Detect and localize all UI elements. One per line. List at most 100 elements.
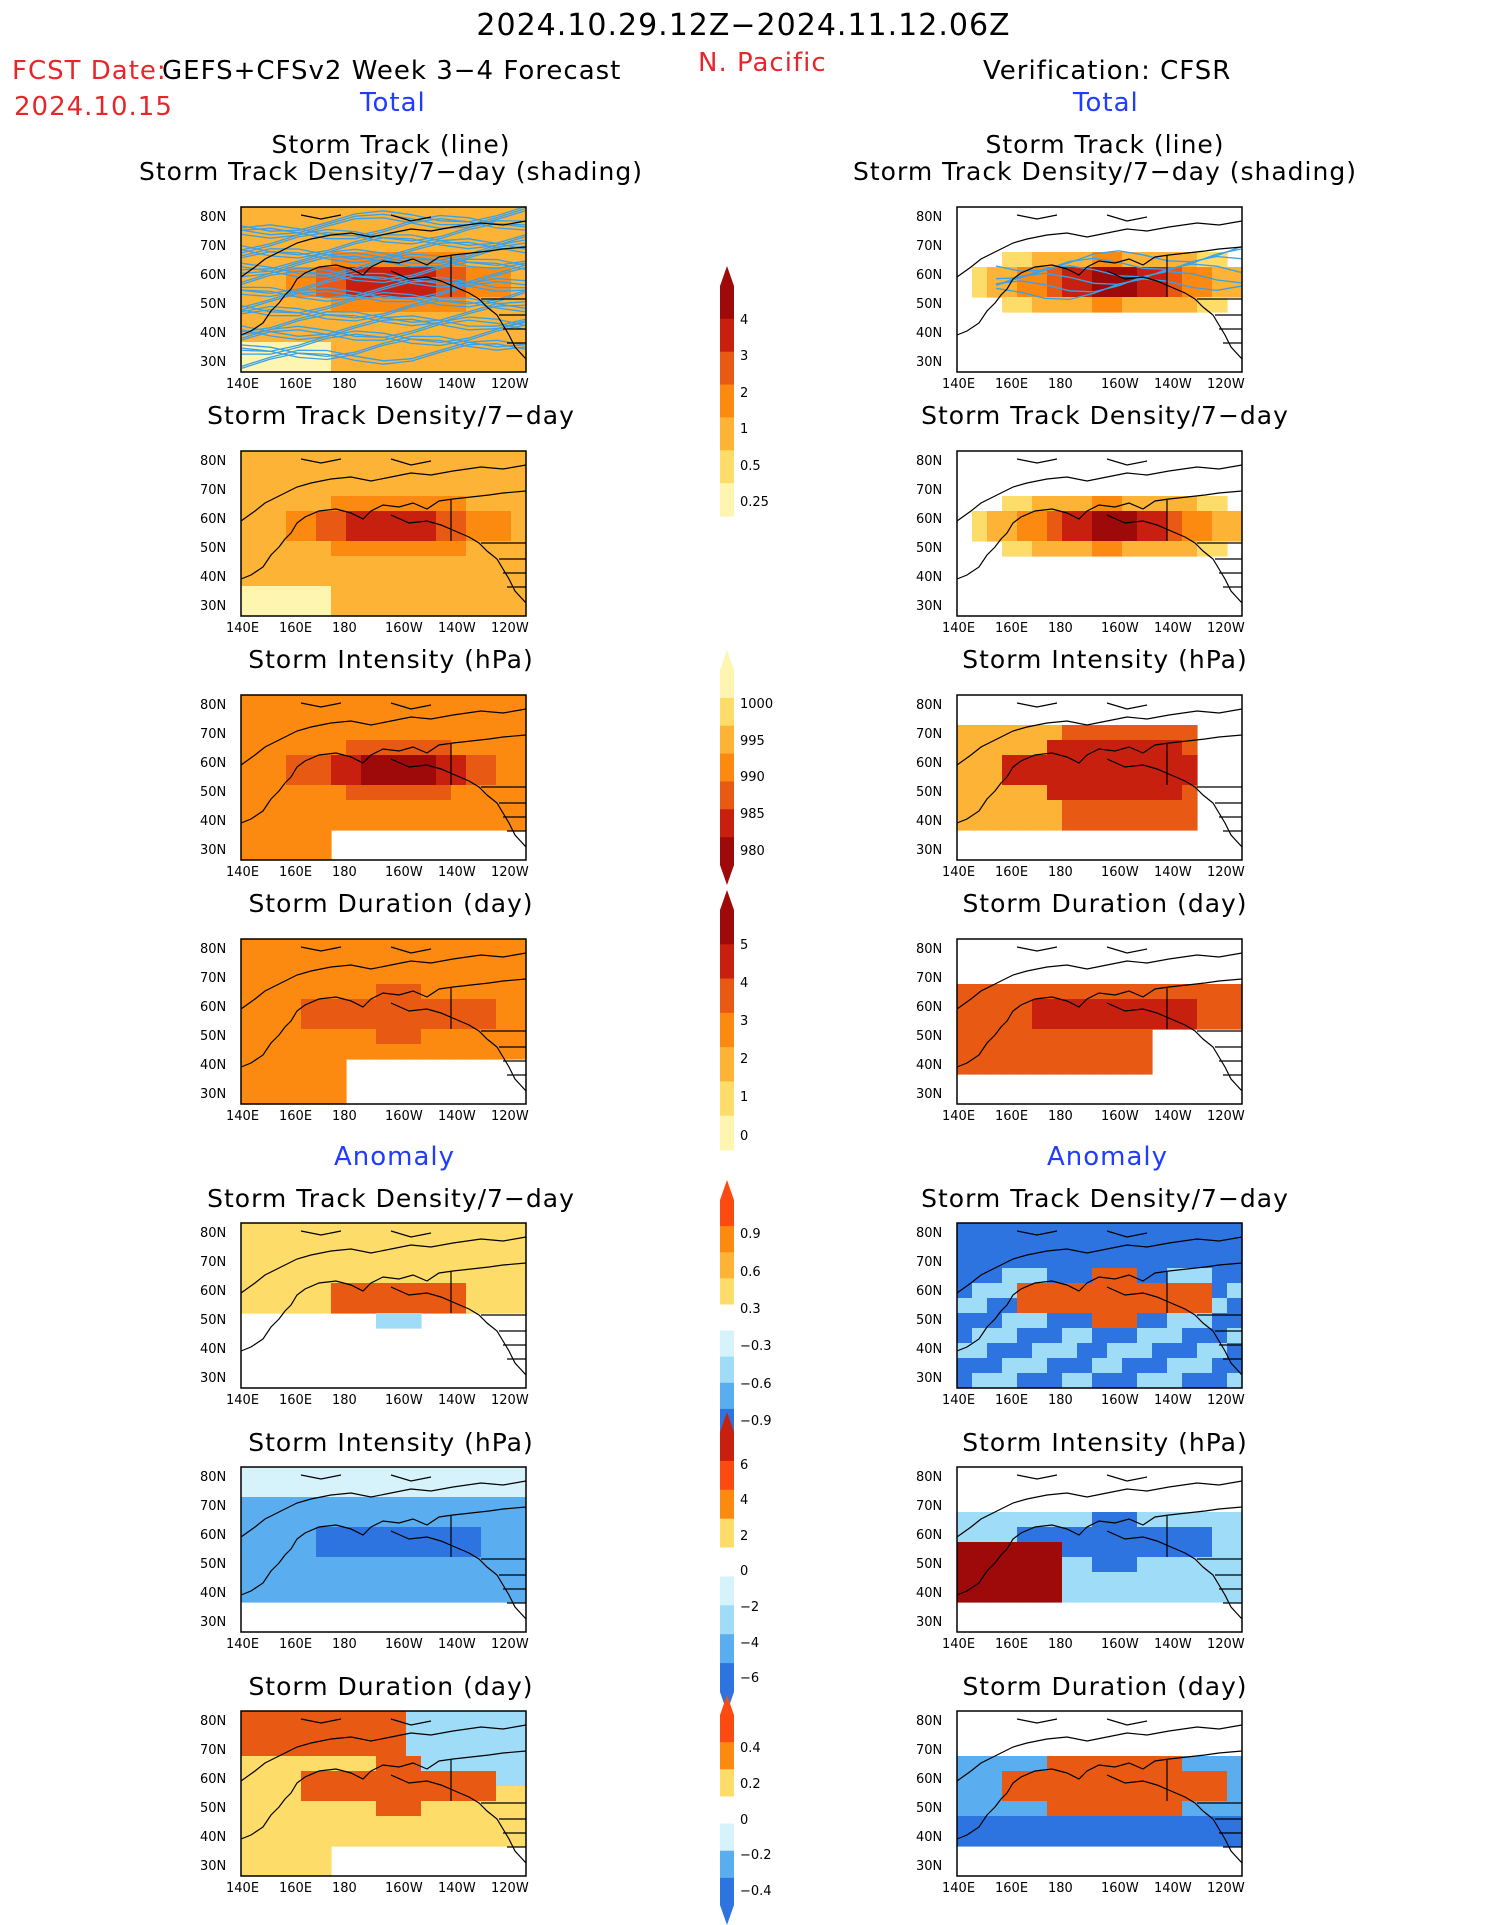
grid-cell [421,755,437,771]
grid-cell [286,1014,302,1030]
grid-cell [316,1238,332,1254]
grid-cell [271,1238,287,1254]
grid-cell [421,1771,437,1787]
colorbar-density_total: 4 3 2 1 0.5 0.25 [718,266,788,536]
left-track-title-line: Storm Track (line) [271,130,511,159]
lon-tick-label: 120W [1207,621,1245,636]
lon-tick-label: 140W [438,1637,476,1652]
grid-cell [496,984,512,1000]
grid-cell [1062,1313,1078,1329]
grid-cell [1032,800,1048,816]
grid-cell [972,1298,988,1314]
storm-track-line [241,208,526,236]
grid-cell [361,695,377,711]
colorbar-segment [720,1663,734,1693]
map-frame [956,206,1243,373]
grid-cell [496,770,512,786]
grid-cell [241,451,257,467]
grid-cell [466,601,482,617]
lon-tick-label: 160E [995,377,1029,392]
lon-tick-label: 160E [995,621,1029,636]
grid-cell [1167,725,1183,741]
grid-cell [331,1542,347,1558]
grid-cell [1062,800,1078,816]
grid-cell [511,969,527,985]
grid-cell [1152,1756,1168,1772]
lat-tick-label: 30N [200,1615,227,1630]
grid-cell [511,481,527,497]
colorbar-label: −0.6 [740,1376,772,1392]
grid-cell [1002,815,1018,831]
grid-cell [376,1816,392,1832]
grid-cell [1107,1328,1123,1344]
grid-cell [1212,1512,1228,1528]
grid-cell [331,1587,347,1603]
grid-cell [331,1756,347,1772]
colorbar-segment [720,1823,734,1852]
grid-cell [496,954,512,970]
grid-cell [376,984,392,1000]
grid-cell [271,939,287,955]
grid-cell [316,969,332,985]
grid-cell [241,1512,257,1528]
grid-cell [1182,1238,1198,1254]
grid-cell [1122,1527,1138,1543]
grid-cell [1047,297,1063,313]
colorbar-label: 0.2 [740,1776,761,1792]
grid-cell [1182,1831,1198,1847]
grid-cell [256,830,272,846]
grid-cell [256,1542,272,1558]
grid-cell [1167,1313,1183,1329]
colorbar-segment [720,1715,734,1743]
grid-cell [436,1238,452,1254]
grid-cell [496,999,512,1015]
grid-cell [466,207,482,223]
forecast-name: GEFS+CFSv2 Week 3−4 Forecast [162,56,622,86]
grid-cell [391,1253,407,1269]
grid-cell [496,1223,512,1239]
grid-cell [1017,1358,1033,1374]
grid-cell [361,1298,377,1314]
grid-cell [256,954,272,970]
grid-cell [1092,1358,1108,1374]
grid-cell [1017,755,1033,771]
grid-cell [1167,1014,1183,1030]
lon-tick-label: 180 [1048,865,1073,880]
grid-cell [987,984,1003,1000]
grid-cell [376,297,392,313]
grid-cell [1227,1831,1243,1847]
grid-cell [1122,785,1138,801]
grid-cell [451,1726,467,1742]
grid-cell [481,586,497,602]
grid-cell [511,1587,527,1603]
grid-cell [451,800,467,816]
lat-tick-label: 30N [916,599,943,614]
grid-cell [316,451,332,467]
grid-cell [1122,800,1138,816]
grid-cell [436,1044,452,1060]
grid-cell [451,297,467,313]
grid-cell [481,1283,497,1299]
grid-cell [256,999,272,1015]
grid-cell [1047,526,1063,542]
grid-cell [957,800,973,816]
grid-cell [1077,1223,1093,1239]
grid-cell [1032,1268,1048,1284]
grid-cell [286,526,302,542]
grid-cell [286,1726,302,1742]
grid-cell [466,1527,482,1543]
grid-cell [1107,725,1123,741]
grid-cell [301,297,317,313]
grid-cell [1002,1572,1018,1588]
grid-cell [987,1253,1003,1269]
grid-cell [331,1771,347,1787]
grid-cell [957,815,973,831]
grid-cell [1002,1343,1018,1359]
colorbar-segment [720,1796,734,1825]
grid-cell [271,1557,287,1573]
grid-cell [1032,1542,1048,1558]
lat-tick-label: 30N [916,355,943,370]
map-plot [956,450,1243,617]
grid-cell [346,1029,362,1045]
grid-cell [481,770,497,786]
